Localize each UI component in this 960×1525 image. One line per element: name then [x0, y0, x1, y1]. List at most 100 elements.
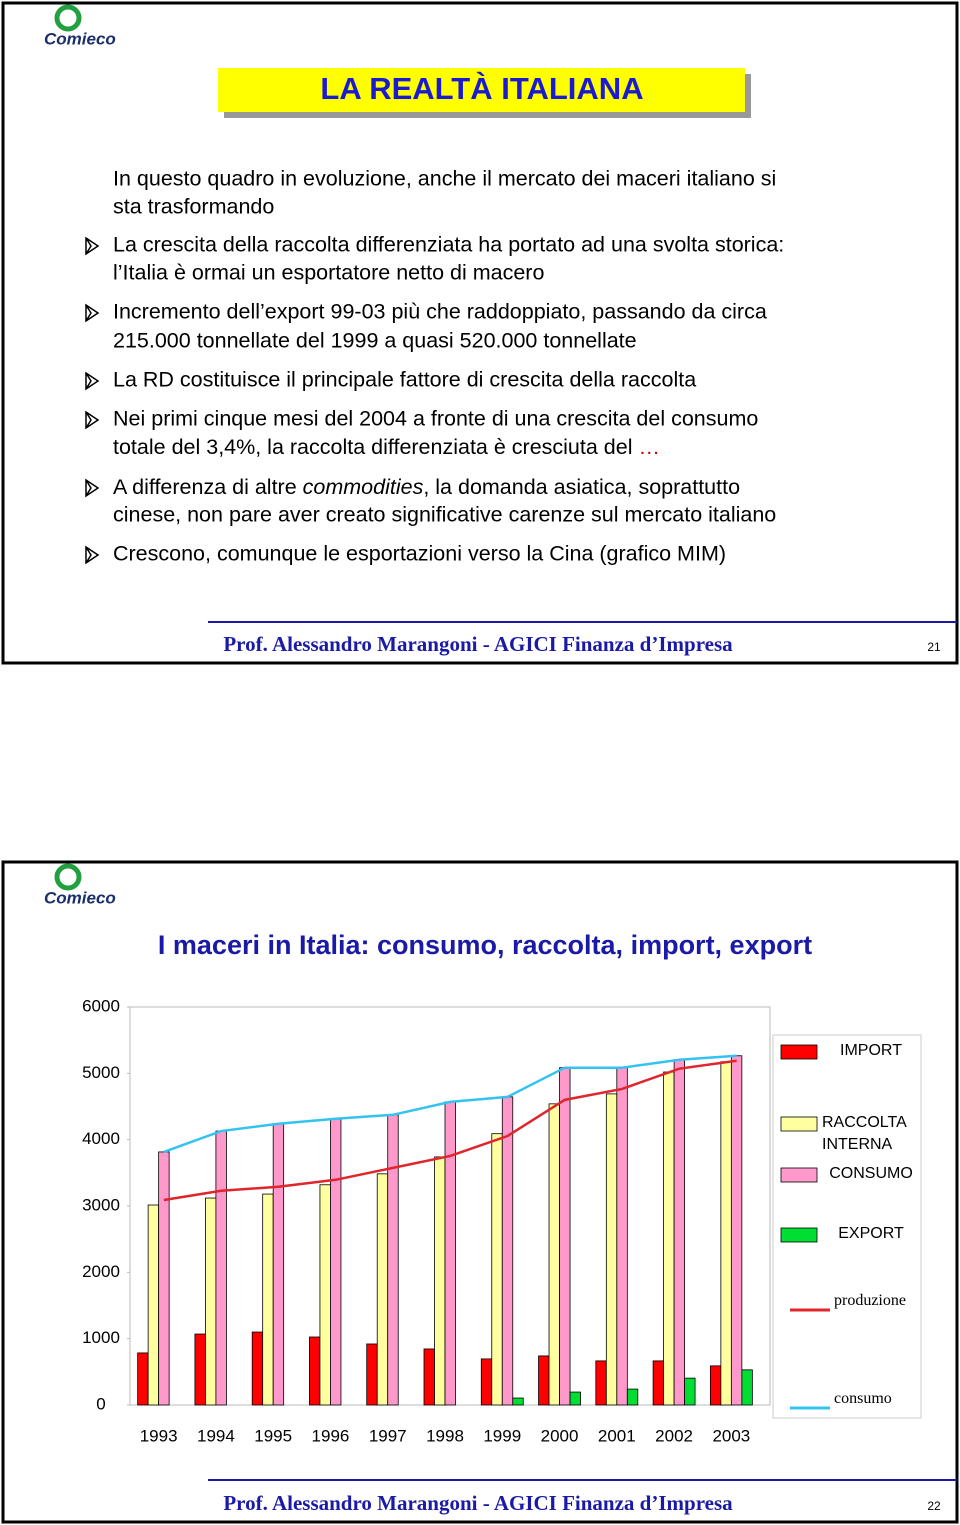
- bar: [137, 1352, 149, 1406]
- bar: [309, 1336, 321, 1406]
- bar: [512, 1397, 524, 1406]
- bar: [559, 1067, 571, 1406]
- bar: [538, 1355, 550, 1406]
- logo-text: Comieco: [44, 888, 116, 907]
- ellipsis: …: [638, 435, 660, 459]
- logo-text: Comieco: [44, 29, 116, 48]
- bar: [616, 1067, 628, 1406]
- legend-label: EXPORT: [838, 1225, 904, 1242]
- x-tick-label: 1999: [483, 1426, 521, 1445]
- bar: [709, 1365, 722, 1406]
- legend-item: RACCOLTA INTERNA: [822, 1114, 906, 1153]
- bullet-arrows: [85, 236, 100, 565]
- x-tick-label: 1995: [254, 1426, 292, 1445]
- page-number: 22: [927, 1499, 941, 1513]
- y-tick-label: 1000: [82, 1328, 120, 1347]
- bar: [626, 1388, 639, 1406]
- y-tick-label: 3000: [82, 1195, 120, 1214]
- x-tick-label: 2001: [598, 1426, 636, 1445]
- bar: [569, 1391, 581, 1406]
- logo: Comieco: [44, 4, 116, 48]
- bar: [673, 1059, 685, 1406]
- bar: [501, 1096, 514, 1406]
- intro-line: In questo quadro in evoluzione, anche il…: [113, 167, 776, 191]
- legend-swatch: [780, 1227, 818, 1243]
- bar: [480, 1358, 493, 1406]
- bullet-line: Crescono, comunque le esportazioni verso…: [113, 542, 726, 566]
- intro-line: sta trasformando: [113, 195, 274, 219]
- bullet-line: l’Italia è ormai un esportatore netto di…: [113, 261, 544, 285]
- text: totale del 3,4%, la raccolta differenzia…: [113, 435, 638, 459]
- bullet-line: Nei primi cinque mesi del 2004 a fronte …: [113, 407, 758, 431]
- text: , la domanda asiatica, soprattutto: [423, 475, 740, 499]
- y-tick-label: 5000: [82, 1063, 120, 1082]
- text: A differenza di altre: [113, 475, 303, 499]
- legend-label: CONSUMO: [829, 1165, 913, 1182]
- legend-swatch: [780, 1167, 818, 1183]
- x-tick-label: 1998: [426, 1426, 464, 1445]
- bar: [158, 1151, 170, 1406]
- bullet-line: 215.000 tonnellate del 1999 a quasi 520.…: [113, 329, 637, 353]
- x-tick-label: 1994: [197, 1426, 235, 1445]
- bar: [319, 1184, 331, 1406]
- legend-swatch: [780, 1044, 818, 1060]
- bar: [741, 1369, 753, 1406]
- bar: [262, 1193, 274, 1406]
- legend-label: RACCOLTA INTERNA: [822, 1114, 906, 1153]
- bar: [730, 1055, 743, 1406]
- bullet-line: A differenza di altre commodities, la do…: [113, 475, 740, 499]
- chart-title: I maceri in Italia: consumo, raccolta, i…: [158, 930, 812, 960]
- legend-label: IMPORT: [840, 1042, 902, 1059]
- legend-item: produzione: [834, 1292, 906, 1309]
- bar: [147, 1204, 160, 1406]
- title-box: [218, 68, 745, 112]
- bar: [215, 1130, 227, 1406]
- legend-swatch: [780, 1116, 818, 1132]
- slide-frame: [1, 860, 959, 1524]
- bar: [663, 1071, 675, 1406]
- legend-label: produzione: [834, 1292, 906, 1309]
- footer: Prof. Alessandro Marangoni - AGICI Finan…: [223, 1491, 733, 1515]
- x-tick-label: 1997: [369, 1426, 407, 1445]
- bar: [720, 1061, 732, 1406]
- y-tick-label: 2000: [82, 1262, 120, 1281]
- footer: Prof. Alessandro Marangoni - AGICI Finan…: [223, 632, 733, 656]
- bullet-line: totale del 3,4%, la raccolta differenzia…: [113, 435, 660, 459]
- bar: [330, 1118, 342, 1406]
- bar: [376, 1173, 389, 1406]
- bullet-line: Incremento dell’export 99-03 più che rad…: [113, 300, 767, 324]
- x-tick-label: 2000: [541, 1426, 579, 1445]
- bar: [251, 1331, 264, 1406]
- bar: [387, 1114, 399, 1406]
- line: [163, 1059, 737, 1202]
- line: [163, 1054, 737, 1154]
- bar: [194, 1333, 206, 1406]
- x-tick-label: 1993: [140, 1426, 178, 1445]
- legend-box: [772, 1034, 922, 1419]
- bar: [652, 1360, 664, 1406]
- y-tick-label: 6000: [82, 996, 120, 1015]
- bar: [684, 1377, 696, 1406]
- bar: [491, 1133, 503, 1406]
- bar: [434, 1156, 446, 1406]
- page-number: 21: [927, 640, 941, 654]
- y-tick-label: 4000: [82, 1129, 120, 1148]
- bullet-line: cinese, non pare aver creato significati…: [113, 503, 776, 527]
- x-tick-label: 1996: [312, 1426, 350, 1445]
- bar: [423, 1348, 435, 1406]
- slide-title: LA REALTÀ ITALIANA: [320, 71, 643, 106]
- legend-label: consumo: [834, 1390, 892, 1407]
- legend-item: EXPORT: [838, 1225, 904, 1242]
- bullet-line: La crescita della raccolta differenziata…: [113, 233, 784, 257]
- slide-frame: [1, 1, 959, 665]
- legend-item: IMPORT: [840, 1042, 902, 1059]
- bar: [605, 1093, 618, 1406]
- x-tick-label: 2003: [712, 1426, 750, 1445]
- x-tick-label: 2002: [655, 1426, 693, 1445]
- logo: Comieco: [44, 863, 116, 907]
- bullet-line: La RD costituisce il principale fattore …: [113, 368, 696, 392]
- italic-text: commodities: [303, 475, 424, 499]
- bar: [548, 1103, 560, 1406]
- bar: [595, 1360, 607, 1406]
